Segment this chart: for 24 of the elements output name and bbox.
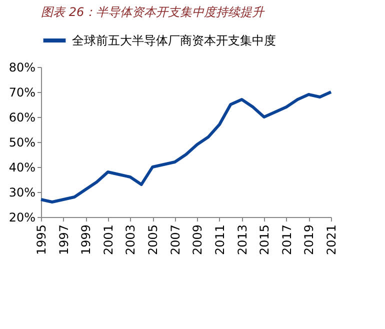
x-tick-label: 2007 xyxy=(168,224,182,256)
x-tick-label: 1997 xyxy=(56,224,71,256)
legend-label: 全球前五大半导体厂商资本开支集中度 xyxy=(72,34,276,48)
x-tick-label: 2013 xyxy=(235,224,250,256)
y-tick-label: 40% xyxy=(8,160,36,174)
y-tick-label: 20% xyxy=(8,210,36,224)
x-tick-label: 2005 xyxy=(146,224,160,256)
x-tick-label: 2017 xyxy=(280,224,294,256)
x-tick-label: 2019 xyxy=(302,224,316,256)
x-tick-label: 2003 xyxy=(124,224,138,256)
x-tick-label: 2021 xyxy=(324,224,338,256)
chart-title: 图表 26：半导体资本开支集中度持续提升 xyxy=(41,5,266,19)
line-series xyxy=(40,90,332,204)
y-tick-label: 70% xyxy=(8,86,36,100)
x-tick-label: 1999 xyxy=(79,224,94,256)
x-tick-label: 2011 xyxy=(212,224,227,256)
y-tick-label: 60% xyxy=(8,110,36,124)
y-tick-label: 50% xyxy=(8,136,36,150)
y-tick-label: 80% xyxy=(8,60,36,74)
x-tick-label: 1995 xyxy=(34,224,48,256)
y-tick-label: 30% xyxy=(8,186,36,200)
x-tick-label: 2001 xyxy=(101,224,116,256)
x-tick-label: 2009 xyxy=(190,224,205,256)
x-tick-label: 2015 xyxy=(258,224,272,256)
